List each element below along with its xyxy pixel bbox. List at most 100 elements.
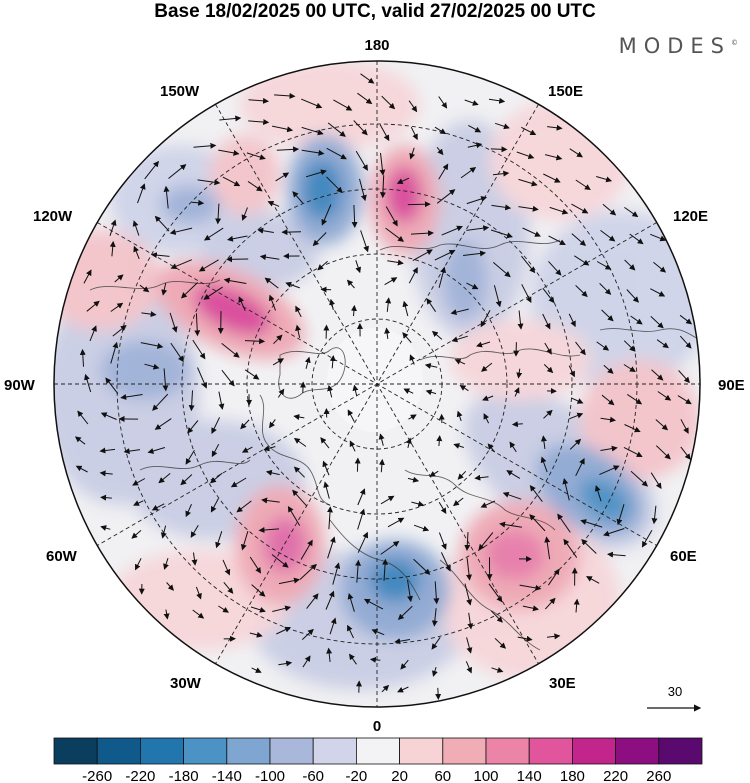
wind-vector [150, 252, 170, 259]
wind-vector [132, 220, 140, 236]
wind-vector [656, 339, 669, 349]
wind-vector [487, 443, 495, 453]
meridian-120 [97, 222, 657, 546]
wind-vector [292, 191, 304, 204]
wind-vector [100, 494, 112, 501]
wind-vector [481, 362, 493, 372]
wind-vector [630, 315, 643, 325]
colorbar-tick-label: 20 [391, 768, 408, 783]
wind-vector [491, 204, 512, 211]
wind-vector [215, 203, 222, 225]
wind-vector [180, 474, 193, 486]
wind-vector [244, 338, 266, 345]
wind-vector [431, 608, 438, 627]
wind-vector [568, 313, 576, 328]
wind-vector [569, 412, 584, 420]
wind-vector [450, 308, 469, 316]
wind-vector [152, 393, 169, 411]
reference-vector: 30 [647, 684, 702, 712]
wind-vector [154, 418, 172, 430]
wind-vector [187, 420, 199, 434]
wind-vector [680, 446, 691, 460]
colorbar-swatch [312, 737, 357, 765]
wind-vector [653, 261, 667, 273]
wind-vector [603, 364, 614, 374]
wind-vector [397, 605, 413, 620]
colorbar-swatch [355, 737, 400, 765]
wind-vector [521, 284, 532, 303]
lon-label-90w: 90W [4, 377, 36, 394]
wind-vector [369, 656, 381, 663]
wind-vector [407, 476, 420, 483]
wind-vector [261, 497, 280, 504]
anomaly-center-strong-positive [485, 530, 545, 580]
wind-vector [433, 581, 440, 605]
wind-vector [529, 514, 546, 532]
wind-vector [440, 552, 451, 572]
wind-vector [271, 554, 289, 568]
wind-vector [544, 536, 551, 560]
map-title: Base 18/02/2025 00 UTC, valid 27/02/2025… [154, 1, 596, 22]
wind-vector [197, 179, 221, 186]
wind-vector [381, 95, 396, 110]
wind-vector [438, 532, 447, 550]
lon-label-60e: 60E [670, 548, 697, 565]
wind-vector [154, 215, 170, 232]
wind-vector [329, 298, 335, 311]
wind-vector [580, 519, 603, 528]
colorbar-tick-label: 180 [560, 768, 585, 783]
wind-vector [596, 261, 612, 270]
wind-vector [651, 369, 664, 381]
wind-vector [522, 227, 541, 237]
wind-vector [192, 609, 205, 619]
wind-vector [412, 249, 433, 262]
wind-vector [349, 440, 356, 452]
wind-vector [355, 260, 362, 274]
wind-vector [596, 341, 610, 351]
wind-vector [431, 666, 438, 677]
wind-vector [438, 501, 447, 515]
wind-vector [521, 126, 537, 136]
wind-vector [651, 505, 658, 525]
wind-vector [305, 169, 327, 178]
wind-vector [575, 458, 585, 477]
wind-vector [474, 474, 489, 481]
wind-vector [326, 176, 343, 194]
wind-vector [273, 334, 283, 345]
wind-vector [221, 369, 235, 387]
wind-vector [494, 122, 510, 130]
wind-vector [483, 413, 490, 424]
wind-vector [227, 235, 248, 242]
anomaly-center-strong-positive [263, 517, 307, 573]
wind-vector [387, 259, 404, 266]
wind-vector [540, 435, 547, 449]
wind-vector [163, 185, 170, 209]
wind-vector [413, 524, 430, 532]
wind-vector [112, 324, 127, 337]
wind-vector [346, 279, 355, 289]
wind-vector [394, 638, 411, 645]
wind-vector [573, 598, 580, 613]
wind-vector [84, 373, 92, 393]
wind-vector [327, 384, 333, 398]
wind-vector [494, 637, 507, 649]
wind-vector [301, 98, 323, 109]
wind-vector [132, 478, 146, 486]
colorbar-tick-label: -60 [302, 768, 324, 783]
wind-vector [197, 367, 208, 389]
wind-vector [650, 288, 666, 297]
wind-vector [429, 470, 439, 477]
wind-vector [465, 661, 472, 674]
wind-vector [464, 532, 471, 551]
wind-vector [75, 465, 88, 473]
wind-vector [678, 370, 690, 384]
wind-vector [575, 341, 586, 356]
wind-vector [574, 255, 590, 266]
wind-vector [544, 154, 563, 161]
wind-vector [581, 539, 597, 554]
wind-vector [547, 124, 563, 131]
wind-vector [454, 359, 466, 365]
wind-vector [251, 584, 266, 597]
wind-vector [295, 324, 301, 338]
